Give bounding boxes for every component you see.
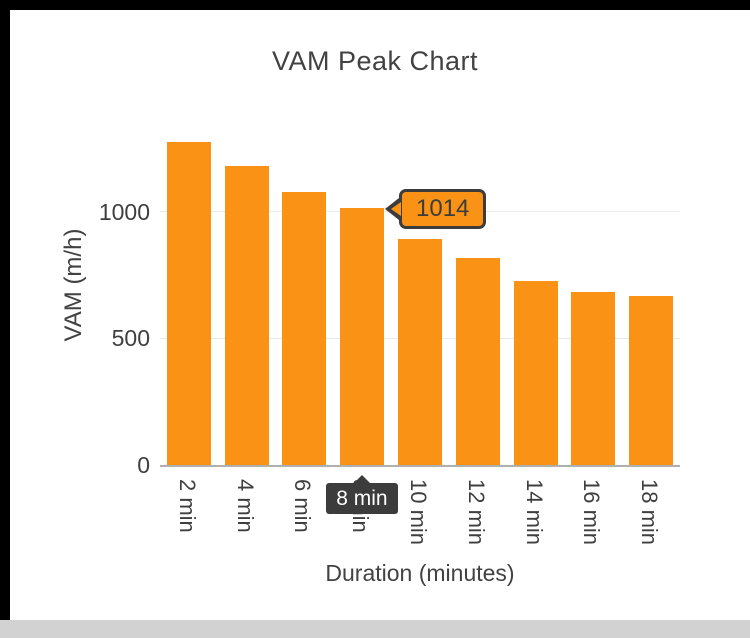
- bar-4-min[interactable]: [224, 166, 269, 465]
- chart-title: VAM Peak Chart: [271, 46, 479, 76]
- bar-12-min[interactable]: [455, 258, 500, 465]
- bar-8-min[interactable]: [340, 208, 385, 465]
- x-axis-title: Duration (minutes): [325, 560, 515, 586]
- x-label-14-min: 14 min: [521, 479, 547, 546]
- bar-6-min[interactable]: [282, 192, 327, 465]
- bar-14-min[interactable]: [513, 281, 558, 465]
- bar-2-min[interactable]: [166, 142, 211, 465]
- x-label-2-min: 2 min: [174, 479, 200, 533]
- y-tick-label-0: 0: [137, 452, 150, 478]
- plot-area: [160, 131, 680, 467]
- x-label-16-min: 16 min: [579, 479, 605, 546]
- x-label-18-min: 18 min: [637, 479, 663, 546]
- x-label-6-min: 6 min: [290, 479, 316, 533]
- top-bezel: [0, 0, 750, 10]
- value-tooltip: 1014: [384, 189, 487, 229]
- x-label-4-min: 4 min: [232, 479, 258, 533]
- x-label-12-min: 12 min: [463, 479, 489, 546]
- left-bezel: [0, 0, 10, 620]
- y-tick-label-1000: 1000: [98, 198, 150, 225]
- bar-16-min[interactable]: [571, 292, 616, 465]
- bar-18-min[interactable]: [629, 296, 674, 465]
- x-label-10-min: 10 min: [406, 479, 431, 546]
- bar-10-min[interactable]: [398, 239, 442, 465]
- selected-category-label: 8 min: [326, 475, 398, 514]
- y-tick-label-500: 500: [111, 325, 150, 352]
- bottom-bar: [0, 620, 750, 638]
